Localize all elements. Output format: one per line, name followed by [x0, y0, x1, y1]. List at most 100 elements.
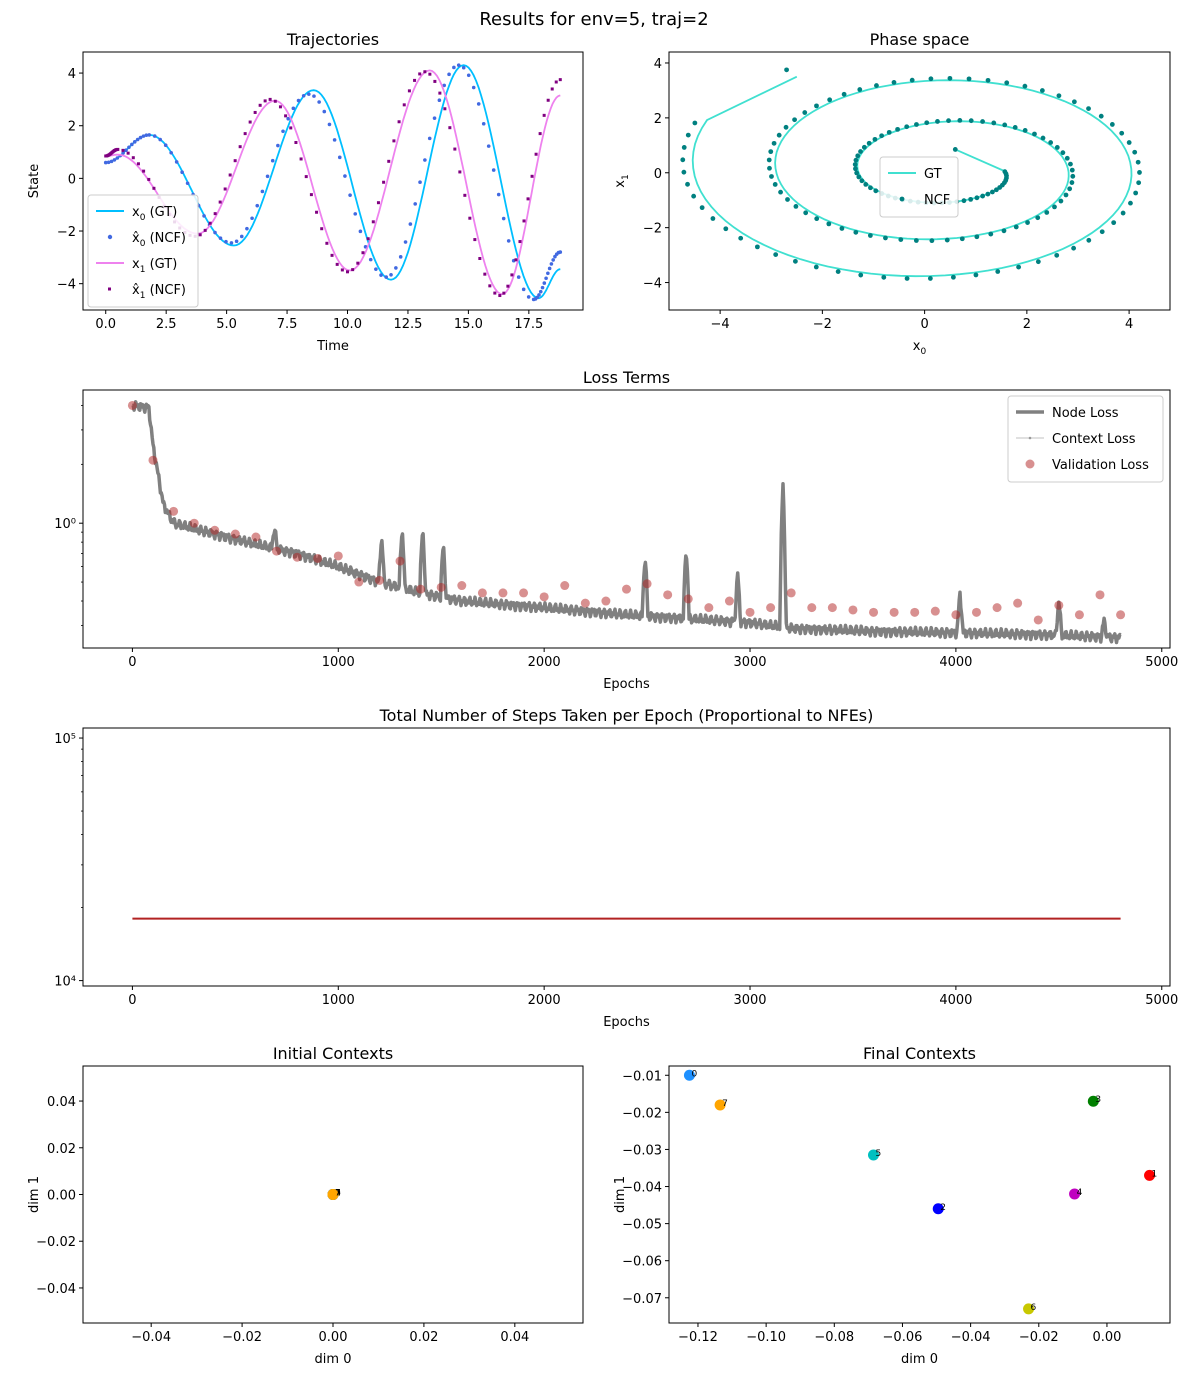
validation-loss-point — [230, 529, 240, 539]
axes-frame — [82, 1065, 584, 1324]
chart-panels: Trajectories 0.0 2.5 5.0 7.5 10.0 12.5 15.0 17.5… — [27, 30, 1178, 1367]
validation-loss-point — [416, 584, 426, 594]
series-point-ncf — [1022, 83, 1028, 89]
series-point — [522, 219, 526, 223]
x-tick-label: −0.06 — [883, 1330, 923, 1345]
series-point — [368, 257, 373, 262]
series-point-ncf — [826, 221, 832, 227]
validation-loss-point — [395, 556, 405, 566]
validation-loss-point — [827, 603, 837, 613]
series-point — [540, 285, 545, 290]
validation-loss-point — [498, 588, 508, 598]
series-point — [394, 266, 398, 270]
series-point — [327, 122, 332, 127]
context-point-0 — [683, 1069, 695, 1081]
series-point — [147, 133, 152, 137]
y-tick-label: 10⁰ — [54, 517, 76, 532]
validation-loss-point — [807, 603, 817, 613]
series-point — [558, 78, 562, 82]
x-tick-label: 1000 — [322, 655, 355, 670]
x-tick-label: 5000 — [1145, 993, 1178, 1008]
series-point-ncf — [950, 274, 956, 280]
context-point-label: 4 — [1077, 1188, 1083, 1198]
legend-label: Context Loss — [1052, 432, 1136, 447]
series-point-ncf — [1136, 180, 1142, 186]
series-point — [253, 110, 257, 114]
series-point — [315, 210, 319, 214]
series-point-ncf — [1070, 173, 1076, 179]
series-point — [491, 168, 496, 172]
series-point-ncf — [814, 103, 819, 109]
series-point-ncf — [1133, 190, 1139, 196]
series-point-ncf — [966, 76, 972, 82]
series-point-ncf — [985, 191, 991, 197]
series-point — [418, 72, 422, 76]
series-point — [301, 93, 306, 98]
series-point — [387, 159, 391, 163]
series-point-ncf — [990, 189, 995, 195]
series-point — [382, 180, 386, 184]
x-tick-label: 0.02 — [409, 1330, 438, 1345]
x-tick-label: −4 — [711, 317, 730, 332]
context-point-4 — [1069, 1188, 1081, 1200]
y-tick-label: 2 — [68, 120, 76, 135]
series-point-ncf — [947, 75, 953, 81]
series-point — [486, 144, 491, 148]
series-point-ncf — [961, 198, 967, 204]
series-point — [496, 192, 501, 197]
chart-trajectories: Trajectories 0.0 2.5 5.0 7.5 10.0 12.5 15.0 17.5… — [27, 30, 584, 354]
series-point-ncf — [1069, 180, 1075, 185]
validation-loss-point — [251, 532, 261, 542]
series-point — [136, 162, 140, 166]
series-point — [488, 284, 492, 288]
series-point-ncf — [852, 162, 858, 167]
legend-swatch-dot — [107, 234, 113, 240]
series-point — [337, 155, 342, 160]
series-point-ncf — [909, 77, 915, 83]
series-point — [273, 99, 277, 103]
series-point — [366, 237, 370, 241]
validation-loss-point — [704, 603, 714, 613]
x-tick-label: −0.02 — [1019, 1330, 1059, 1345]
series-point — [534, 152, 538, 156]
series-point — [554, 80, 558, 84]
series-point — [423, 158, 427, 162]
series-point — [180, 170, 184, 175]
series-point-ncf — [1040, 135, 1046, 141]
y-tick-label: −0.02 — [36, 1235, 76, 1250]
series-point — [549, 262, 554, 266]
y-tick-label: 4 — [68, 67, 76, 82]
context-point-label: 1 — [1152, 1169, 1158, 1179]
series-point-ncf — [691, 193, 697, 199]
y-tick-label: 0.04 — [47, 1095, 76, 1110]
validation-loss-point — [560, 581, 570, 591]
x-tick-label: 3000 — [733, 655, 766, 670]
legend-label: x̂1 (NCF) — [132, 283, 186, 301]
series-point — [379, 273, 383, 277]
validation-loss-point — [1013, 598, 1023, 608]
series-point — [198, 233, 202, 237]
series-point — [213, 212, 217, 216]
series-point — [343, 174, 347, 178]
series-point — [330, 253, 334, 257]
validation-loss-point — [1033, 615, 1043, 625]
series-point — [270, 158, 275, 163]
x-axis-label: Epochs — [603, 1015, 650, 1030]
context-point-7 — [327, 1189, 339, 1200]
series-point-ncf — [881, 274, 887, 280]
legend-box — [879, 156, 959, 218]
series-point — [427, 136, 432, 141]
x-tick-label: −0.04 — [951, 1330, 991, 1345]
series-point — [448, 126, 452, 130]
series-point — [147, 177, 151, 181]
series-point-ncf — [853, 157, 859, 163]
series-point — [452, 65, 456, 70]
series-point-ncf — [1048, 140, 1054, 145]
series-point-ncf — [866, 140, 872, 146]
series-point-ncf — [841, 91, 847, 97]
y-tick-label: −2 — [643, 222, 662, 237]
series-line — [105, 64, 561, 300]
series-point — [514, 258, 518, 262]
series-point — [141, 134, 146, 138]
series-point-ncf — [1111, 220, 1117, 226]
